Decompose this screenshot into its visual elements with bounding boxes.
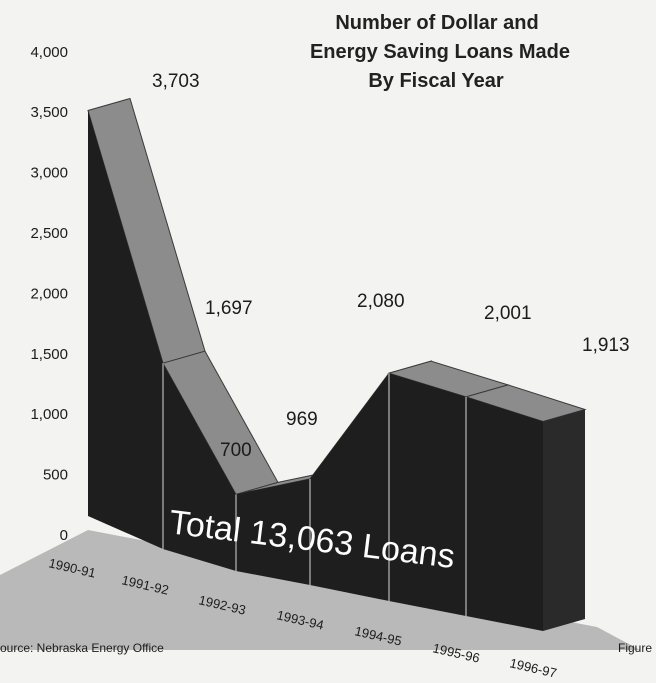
y-tick-label: 3,000 [30, 165, 68, 182]
top-faces [87, 97, 587, 495]
value-label: 700 [220, 440, 252, 461]
front-face [88, 110, 543, 631]
y-tick-label: 500 [43, 467, 68, 484]
value-label: 1,913 [582, 335, 630, 356]
year-dividers [162, 363, 467, 616]
value-label: 969 [286, 409, 318, 430]
y-axis-ticks: 0 500 1,000 1,500 2,000 2,500 3,000 3,500 4,000 [30, 44, 68, 544]
x-tick-label: 1996-97 [508, 655, 558, 680]
y-tick-label: 2,500 [30, 225, 68, 242]
y-tick-label: 1,000 [30, 406, 68, 423]
chart-title: Number of Dollar and Energy Saving Loans… [310, 12, 570, 92]
y-tick-label: 2,000 [30, 285, 68, 302]
value-label: 1,697 [205, 298, 253, 319]
figure-label: Figure [618, 641, 652, 655]
value-label: 3,703 [152, 71, 200, 92]
chart-floor [0, 530, 640, 650]
source-note: ource: Nebraska Energy Office [0, 641, 164, 655]
value-label: 2,080 [357, 291, 405, 312]
y-tick-label: 4,000 [30, 44, 68, 61]
y-tick-label: 3,500 [30, 104, 68, 121]
value-label: 2,001 [484, 303, 532, 324]
title-line-3: By Fiscal Year [368, 70, 504, 92]
title-line-1: Number of Dollar and [335, 12, 538, 34]
value-labels: 3,703 1,697 700 969 2,080 2,001 1,913 [152, 71, 630, 461]
title-line-2: Energy Saving Loans Made [310, 41, 570, 63]
y-tick-label: 0 [60, 527, 68, 544]
y-tick-label: 1,500 [30, 346, 68, 363]
side-face [543, 409, 585, 631]
